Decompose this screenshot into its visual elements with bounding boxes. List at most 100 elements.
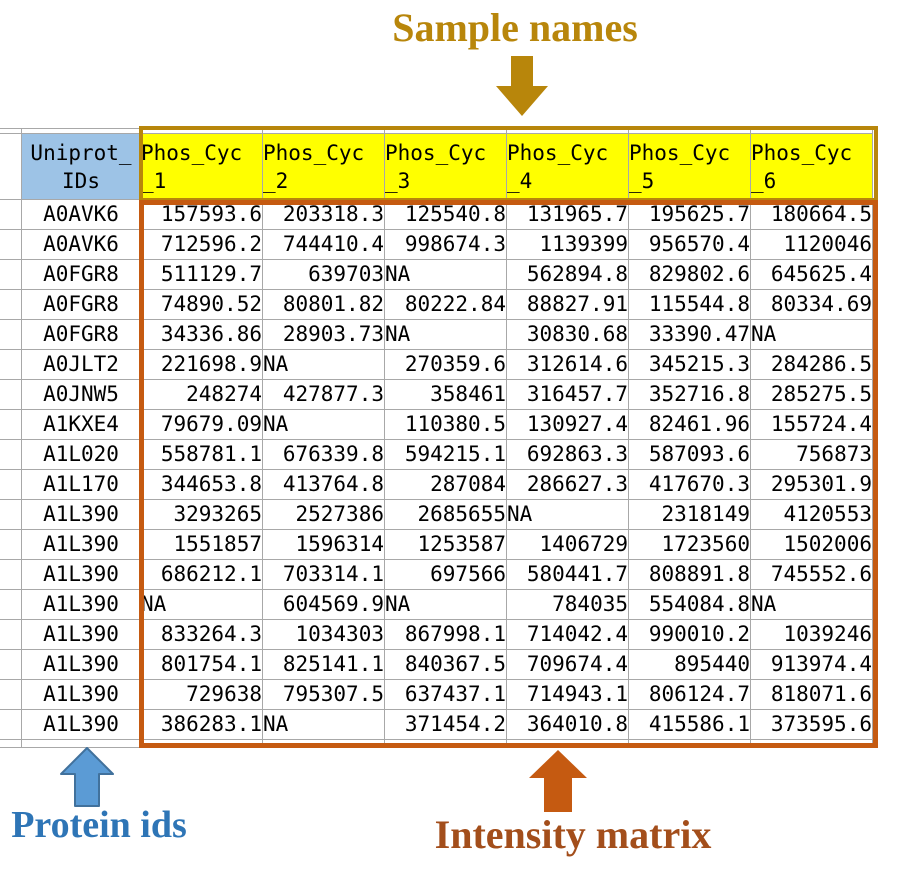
intensity-cell[interactable]: 998674.3 [385, 230, 507, 260]
intensity-cell[interactable]: 417670.3 [629, 470, 751, 500]
intensity-cell[interactable]: NA [751, 590, 873, 620]
intensity-cell[interactable]: 756873 [751, 440, 873, 470]
protein-id-cell[interactable]: A1L020 [22, 440, 141, 470]
column-header-sample[interactable]: Phos_Cyc _2 [263, 134, 385, 200]
intensity-cell[interactable]: 744410.4 [263, 230, 385, 260]
intensity-cell[interactable]: 645625.4 [751, 260, 873, 290]
protein-id-cell[interactable]: A1L390 [22, 560, 141, 590]
intensity-cell[interactable]: 587093.6 [629, 440, 751, 470]
intensity-cell[interactable]: 580441.7 [507, 560, 629, 590]
intensity-cell[interactable]: 729638 [141, 680, 263, 710]
intensity-cell[interactable]: 1034303 [263, 620, 385, 650]
column-header-sample[interactable]: Phos_Cyc _5 [629, 134, 751, 200]
column-header-sample[interactable]: Phos_Cyc _1 [141, 134, 263, 200]
protein-id-cell[interactable]: A1L390 [22, 710, 141, 740]
intensity-cell[interactable]: 82461.96 [629, 410, 751, 440]
intensity-cell[interactable]: 637437.1 [385, 680, 507, 710]
column-header-uniprot-ids[interactable]: Uniprot_ IDs [22, 134, 141, 200]
intensity-cell[interactable]: NA [385, 260, 507, 290]
intensity-cell[interactable]: 195625.7 [629, 200, 751, 230]
intensity-cell[interactable]: 833264.3 [141, 620, 263, 650]
intensity-cell[interactable]: NA [263, 410, 385, 440]
protein-id-cell[interactable]: A1L390 [22, 530, 141, 560]
intensity-cell[interactable]: 80334.69 [751, 290, 873, 320]
intensity-cell[interactable]: 415586.1 [629, 710, 751, 740]
intensity-cell[interactable]: 2318149 [629, 500, 751, 530]
intensity-cell[interactable]: 4120553 [751, 500, 873, 530]
intensity-cell[interactable]: 352716.8 [629, 380, 751, 410]
protein-id-cell[interactable]: A0FGR8 [22, 320, 141, 350]
intensity-cell[interactable]: 286627.3 [507, 470, 629, 500]
intensity-cell[interactable]: NA [751, 320, 873, 350]
intensity-cell[interactable]: 840367.5 [385, 650, 507, 680]
intensity-cell[interactable]: 130927.4 [507, 410, 629, 440]
intensity-cell[interactable]: 284286.5 [751, 350, 873, 380]
intensity-cell[interactable]: 79679.09 [141, 410, 263, 440]
intensity-cell[interactable]: 1551857 [141, 530, 263, 560]
intensity-cell[interactable]: NA [141, 590, 263, 620]
protein-id-cell[interactable]: A0FGR8 [22, 260, 141, 290]
intensity-cell[interactable]: 34336.86 [141, 320, 263, 350]
intensity-cell[interactable]: 692863.3 [507, 440, 629, 470]
intensity-cell[interactable]: 358461 [385, 380, 507, 410]
intensity-cell[interactable]: 676339.8 [263, 440, 385, 470]
intensity-cell[interactable]: 270359.6 [385, 350, 507, 380]
column-header-sample[interactable]: Phos_Cyc _6 [751, 134, 873, 200]
intensity-cell[interactable]: 867998.1 [385, 620, 507, 650]
intensity-cell[interactable]: NA [263, 350, 385, 380]
intensity-cell[interactable]: 413764.8 [263, 470, 385, 500]
intensity-cell[interactable]: 364010.8 [507, 710, 629, 740]
intensity-cell[interactable]: 806124.7 [629, 680, 751, 710]
intensity-cell[interactable]: 2685655 [385, 500, 507, 530]
intensity-cell[interactable]: 714943.1 [507, 680, 629, 710]
protein-id-cell[interactable]: A1L390 [22, 620, 141, 650]
intensity-cell[interactable]: 818071.6 [751, 680, 873, 710]
intensity-cell[interactable]: 895440 [629, 650, 751, 680]
intensity-cell[interactable]: 295301.9 [751, 470, 873, 500]
intensity-cell[interactable]: 594215.1 [385, 440, 507, 470]
intensity-cell[interactable]: 801754.1 [141, 650, 263, 680]
intensity-cell[interactable]: 1723560 [629, 530, 751, 560]
protein-id-cell[interactable]: A0AVK6 [22, 200, 141, 230]
protein-id-cell[interactable]: A1L390 [22, 680, 141, 710]
intensity-cell[interactable]: NA [385, 320, 507, 350]
intensity-cell[interactable]: 131965.7 [507, 200, 629, 230]
intensity-cell[interactable]: 697566 [385, 560, 507, 590]
intensity-cell[interactable]: 784035 [507, 590, 629, 620]
intensity-cell[interactable]: 344653.8 [141, 470, 263, 500]
protein-id-cell[interactable]: A1KXE4 [22, 410, 141, 440]
intensity-cell[interactable]: 604569.9 [263, 590, 385, 620]
intensity-cell[interactable]: 639703 [263, 260, 385, 290]
protein-id-cell[interactable]: A1L390 [22, 590, 141, 620]
intensity-cell[interactable]: NA [263, 710, 385, 740]
protein-id-cell[interactable]: A1L170 [22, 470, 141, 500]
intensity-cell[interactable]: 115544.8 [629, 290, 751, 320]
intensity-cell[interactable]: 511129.7 [141, 260, 263, 290]
intensity-cell[interactable]: 312614.6 [507, 350, 629, 380]
intensity-cell[interactable]: 795307.5 [263, 680, 385, 710]
intensity-cell[interactable]: 1502006 [751, 530, 873, 560]
intensity-cell[interactable]: 285275.5 [751, 380, 873, 410]
intensity-cell[interactable]: 30830.68 [507, 320, 629, 350]
intensity-cell[interactable]: NA [385, 590, 507, 620]
intensity-cell[interactable]: 88827.91 [507, 290, 629, 320]
intensity-cell[interactable]: 745552.6 [751, 560, 873, 590]
intensity-cell[interactable]: 248274 [141, 380, 263, 410]
intensity-cell[interactable]: 28903.73 [263, 320, 385, 350]
intensity-cell[interactable]: 712596.2 [141, 230, 263, 260]
intensity-cell[interactable]: 373595.6 [751, 710, 873, 740]
protein-id-cell[interactable]: A0FGR8 [22, 290, 141, 320]
protein-id-cell[interactable]: A1L390 [22, 650, 141, 680]
intensity-cell[interactable]: 913974.4 [751, 650, 873, 680]
intensity-cell[interactable]: 427877.3 [263, 380, 385, 410]
intensity-cell[interactable]: 703314.1 [263, 560, 385, 590]
intensity-cell[interactable]: 956570.4 [629, 230, 751, 260]
intensity-cell[interactable]: 125540.8 [385, 200, 507, 230]
intensity-cell[interactable]: 3293265 [141, 500, 263, 530]
intensity-cell[interactable]: 990010.2 [629, 620, 751, 650]
intensity-cell[interactable]: 221698.9 [141, 350, 263, 380]
column-header-sample[interactable]: Phos_Cyc _4 [507, 134, 629, 200]
intensity-cell[interactable]: 1253587 [385, 530, 507, 560]
intensity-cell[interactable]: 825141.1 [263, 650, 385, 680]
intensity-cell[interactable]: 1139399 [507, 230, 629, 260]
